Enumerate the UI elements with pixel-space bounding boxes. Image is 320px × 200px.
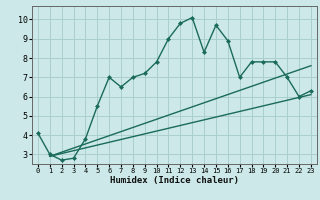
X-axis label: Humidex (Indice chaleur): Humidex (Indice chaleur) xyxy=(110,176,239,185)
